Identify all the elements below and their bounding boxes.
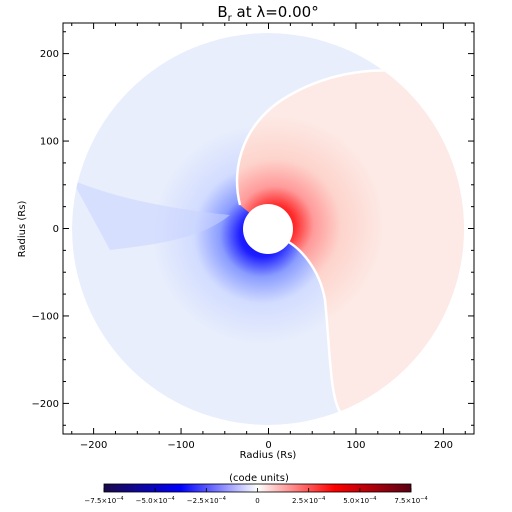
colorbar-ticks: −7.5×10−4 −5.0×10−4 −2.5×10−4 0 2.5×10−4 5.0×… xyxy=(84,488,428,505)
current-sheet-lower xyxy=(279,236,342,413)
colorbar-tick-label: −2.5×10−4 xyxy=(187,496,226,505)
colorbar-label: (code units) xyxy=(229,473,289,484)
colorbar-tick-label: 0 xyxy=(255,497,259,505)
colorbar-tick-label: −5.0×10−4 xyxy=(136,496,175,505)
y-axis-ticks: 200 100 0 −100 −200 xyxy=(32,31,474,426)
y-tick-label: 100 xyxy=(40,137,59,148)
x-tick-label: 0 xyxy=(265,440,271,451)
colorbar-tick-label: 7.5×10−4 xyxy=(394,496,427,505)
x-axis-ticks: −200 −100 0 100 200 xyxy=(71,23,466,451)
colorbar-tick-label: 5.0×10−4 xyxy=(343,496,376,505)
inner-boundary xyxy=(243,204,293,254)
y-tick-label: 0 xyxy=(53,224,59,235)
x-tick-label: −200 xyxy=(80,440,107,451)
y-axis-label: Radius (Rs) xyxy=(17,201,28,258)
colorbar-tick-label: 2.5×10−4 xyxy=(292,496,325,505)
x-tick-label: −100 xyxy=(167,440,194,451)
x-tick-label: 200 xyxy=(434,440,453,451)
positive-field-region xyxy=(237,70,464,412)
y-tick-label: −200 xyxy=(32,399,59,410)
y-tick-label: 200 xyxy=(40,49,59,60)
colorbar-tick-label: −7.5×10−4 xyxy=(84,496,123,505)
negative-spiral-arm xyxy=(72,180,230,250)
chart-title-rest: at λ=0.00° xyxy=(232,3,319,21)
chart-title-subscript: r xyxy=(228,13,233,24)
chart-title-main: B xyxy=(217,3,227,21)
x-tick-label: 100 xyxy=(346,440,365,451)
plot-area xyxy=(72,33,464,425)
current-sheet xyxy=(235,69,421,206)
x-axis-label: Radius (Rs) xyxy=(240,450,297,461)
y-tick-label: −100 xyxy=(32,311,59,322)
chart-title: Br at λ=0.00° xyxy=(217,3,318,24)
